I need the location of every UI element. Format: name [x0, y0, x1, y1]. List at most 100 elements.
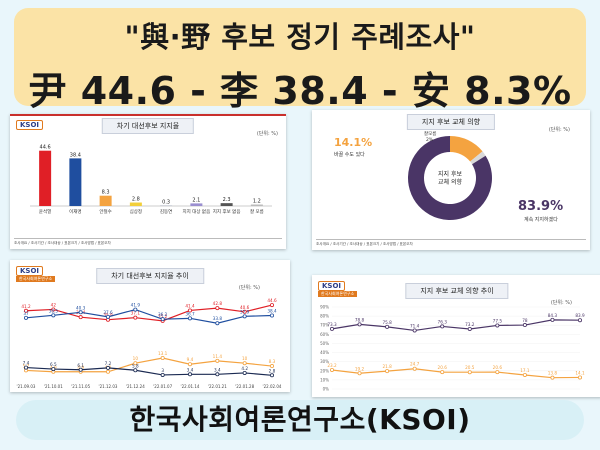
series-point: [242, 309, 247, 314]
y-tick-label: 50%: [320, 341, 329, 346]
series-point: [23, 315, 28, 320]
category-label: 윤석열: [39, 208, 51, 215]
data-label: 6.5: [50, 362, 57, 367]
data-label: 5.8: [132, 363, 139, 368]
data-label: 21.8: [382, 364, 392, 369]
chart-unit: (단위: %): [550, 300, 572, 306]
series-line: [331, 319, 581, 332]
ksoi-logo-sub: 한국사회여론연구소: [16, 276, 56, 282]
data-label: 14.1: [575, 370, 585, 375]
ksoi-logo: KSOI: [16, 266, 44, 276]
series-point: [51, 307, 56, 312]
footer-org-name: 한국사회여론연구소(KSOI): [129, 403, 471, 436]
data-label: 40.6: [240, 305, 250, 310]
category-label: 김동연: [160, 208, 172, 215]
data-label: 9.4: [187, 357, 194, 362]
series-point: [495, 323, 500, 328]
slice-name-label: 바꿀 수도 있다: [334, 151, 365, 158]
data-label: 3.4: [214, 367, 221, 372]
x-tick-label: '21.09.03: [17, 384, 36, 389]
data-label: 19.2: [355, 366, 365, 371]
series-point: [329, 367, 334, 372]
y-tick-label: 70%: [320, 323, 329, 328]
bar-value-label: 0.3: [162, 200, 170, 206]
bar-value-label: 44.6: [40, 145, 51, 151]
series-point: [160, 317, 165, 322]
ksoi-logo-sub: 한국사회여론연구소: [318, 291, 358, 297]
series-point: [187, 308, 192, 313]
chart-title: 차기 대선후보 지지율: [101, 118, 195, 134]
y-tick-label: 80%: [320, 314, 329, 319]
series-point: [78, 315, 83, 320]
data-label: 44.6: [267, 298, 277, 303]
x-tick-label: '22.01.07: [153, 384, 172, 389]
category-label: 지지 대상 없음: [183, 208, 211, 215]
bar-value-label: 1.2: [253, 199, 261, 205]
donut-slice: [408, 136, 492, 220]
series-point: [133, 361, 138, 366]
x-tick-label: '22.02.04: [263, 384, 282, 389]
data-label: 40.3: [76, 305, 86, 310]
data-label: 37.9: [240, 309, 250, 314]
chart-unit: (단위: %): [548, 127, 570, 133]
data-label: 77.5: [493, 318, 503, 323]
data-label: 11.4: [213, 354, 223, 359]
series-point: [412, 366, 417, 371]
series-point: [215, 372, 220, 377]
data-label: 17.1: [520, 368, 530, 373]
bar: [250, 204, 263, 206]
data-label: 35.2: [158, 314, 168, 319]
slice-name-label: 잘모름: [424, 130, 436, 137]
x-tick-label: '22.01.21: [208, 384, 227, 389]
x-tick-label: '21.12.03: [99, 384, 118, 389]
series-point: [106, 369, 111, 374]
y-tick-label: 0%: [323, 387, 330, 392]
series-point: [106, 314, 111, 319]
series-point: [106, 365, 111, 370]
bar: [39, 150, 52, 206]
series-point: [440, 324, 445, 329]
data-label: 71.4: [410, 323, 420, 328]
donut-center-label: 지지 후보: [438, 170, 462, 178]
series-point: [269, 373, 274, 378]
data-label: 83.9: [575, 313, 585, 318]
series-point: [133, 315, 138, 320]
series-point: [78, 310, 83, 315]
chart-title: 지지 후보 교체 의향 추이: [405, 283, 509, 299]
series-point: [215, 321, 220, 326]
data-label: 76.3: [438, 319, 448, 324]
data-label: 36.7: [185, 311, 195, 316]
footer-org-banner: 한국사회여론연구소(KSOI): [16, 400, 584, 440]
ksoi-logo: KSOI: [318, 281, 346, 291]
bar-chart: 44.6 윤석열 38.4 이재명 8.3 안철수 2.8 심상정 0.3 김동연 2.1 지지 대상…: [30, 145, 272, 215]
panel-switch-intent-donut: 지지 후보 교체 의향 (단위: %) 지지 후보 교체 의향 14.1% 바꿀 수도…: [312, 110, 590, 250]
series-point: [215, 358, 220, 363]
data-label: 23.2: [327, 363, 337, 368]
series-point: [522, 372, 527, 377]
survey-footnote: 조사개요 / 조사기간 / 조사대상 / 표본크기 / 조사방법 / 표본오차: [14, 238, 282, 246]
series-point: [269, 303, 274, 308]
x-tick-label: '21.11.05: [71, 384, 90, 389]
data-label: 10: [133, 356, 139, 361]
data-label: 7.4: [23, 361, 30, 366]
chart-title: 지지 후보 교체 의향: [406, 114, 496, 130]
donut-slice: [450, 136, 483, 162]
series-point: [269, 364, 274, 369]
panel-switch-intent-trend: KSOI 한국사회여론연구소 지지 후보 교체 의향 추이 (단위: %) 90…: [312, 275, 600, 397]
x-tick-label: '21.12.24: [126, 384, 145, 389]
data-label: 73.2: [465, 322, 475, 327]
data-label: 37.6: [103, 310, 113, 315]
series-line: [25, 308, 273, 324]
series-point: [51, 313, 56, 318]
series-point: [242, 370, 247, 375]
y-tick-label: 10%: [320, 377, 329, 382]
data-label: 75.8: [382, 320, 392, 325]
bar-value-label: 2.1: [192, 197, 200, 203]
series-point: [23, 365, 28, 370]
series-point: [242, 314, 247, 319]
headline-figures: 尹 44.6 - 李 38.4 - 安 8.3%: [28, 69, 572, 113]
series-point: [133, 368, 138, 373]
series-point: [440, 370, 445, 375]
data-label: 41.2: [21, 304, 31, 309]
series-point: [133, 307, 138, 312]
